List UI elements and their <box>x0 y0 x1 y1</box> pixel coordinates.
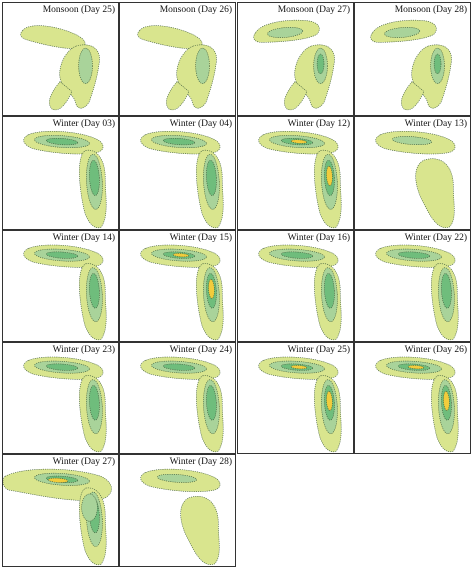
panel-title: Winter (Day 27) <box>52 457 115 467</box>
map-panel: Monsoon (Day 25) <box>2 2 119 116</box>
contour-map <box>23 356 107 453</box>
contour-map <box>140 131 224 229</box>
panel-title: Winter (Day 26) <box>404 345 467 355</box>
outer-contour-lobe <box>180 496 220 565</box>
mid-contour-lobe <box>78 47 93 84</box>
inner-contour-upper <box>162 137 195 146</box>
contour-map <box>137 25 217 111</box>
outer-contour-tail <box>166 81 190 111</box>
core-contour-lobe <box>443 390 450 411</box>
contour-map <box>258 244 342 341</box>
map-panel: Winter (Day 03) <box>2 116 119 230</box>
panel-title: Monsoon (Day 27) <box>277 5 350 15</box>
inner-contour-lobe <box>89 385 100 421</box>
map-panel: Monsoon (Day 26) <box>119 2 236 116</box>
panel-title: Winter (Day 14) <box>52 233 115 243</box>
contour-map <box>258 131 342 229</box>
inner-contour-upper <box>45 363 78 371</box>
core-contour-lobe <box>208 278 215 299</box>
panel-title: Winter (Day 16) <box>287 233 350 243</box>
panel-title: Winter (Day 22) <box>404 233 467 243</box>
outer-contour-upper <box>20 25 86 49</box>
core-contour-upper <box>407 365 425 370</box>
contour-map <box>23 244 107 341</box>
panel-title: Winter (Day 23) <box>52 345 115 355</box>
contour-map <box>20 25 100 111</box>
mid-contour-lobe <box>81 493 98 522</box>
map-panel: Winter (Day 22) <box>354 230 471 342</box>
inner-contour-upper <box>397 251 430 259</box>
inner-contour-upper <box>45 137 78 146</box>
map-panel: Winter (Day 24) <box>119 342 236 454</box>
contour-map <box>375 131 456 228</box>
outer-contour-upper <box>137 25 203 49</box>
map-panel: Winter (Day 04) <box>119 116 236 230</box>
inner-contour-lobe <box>89 273 100 309</box>
contour-map <box>370 19 452 111</box>
core-contour-lobe <box>326 390 333 411</box>
mid-contour-upper <box>384 27 421 38</box>
contour-map <box>3 468 112 566</box>
panel-title: Monsoon (Day 28) <box>394 5 467 15</box>
contour-map <box>375 356 459 453</box>
inner-contour-lobe <box>206 159 217 196</box>
map-panel: Winter (Day 26) <box>354 342 471 454</box>
panel-title: Winter (Day 15) <box>169 233 232 243</box>
map-panel: Winter (Day 23) <box>2 342 119 454</box>
contour-map <box>140 468 221 565</box>
inner-contour-upper <box>45 251 78 259</box>
contour-map <box>140 356 224 453</box>
panel-title: Winter (Day 24) <box>169 345 232 355</box>
panel-title: Winter (Day 03) <box>52 119 115 129</box>
core-contour-upper <box>172 253 190 258</box>
mid-contour-upper <box>157 473 197 483</box>
panel-title: Winter (Day 13) <box>404 119 467 129</box>
map-panel: Winter (Day 25) <box>237 342 354 454</box>
contour-map <box>375 244 459 341</box>
mid-contour-upper <box>267 27 304 38</box>
map-panel: Winter (Day 13) <box>354 116 471 230</box>
panel-title: Monsoon (Day 26) <box>159 5 232 15</box>
outer-contour-tail <box>49 81 73 111</box>
core-contour-upper <box>290 139 308 144</box>
map-panel: Winter (Day 16) <box>237 230 354 342</box>
map-panel: Monsoon (Day 27) <box>237 2 354 116</box>
outer-contour-lobe <box>415 158 455 228</box>
inner-contour-upper <box>162 363 195 371</box>
panel-title: Winter (Day 28) <box>169 457 232 467</box>
mid-contour-upper <box>392 136 432 146</box>
contour-map <box>253 19 335 111</box>
inner-contour-lobe <box>206 385 217 421</box>
inner-contour-lobe <box>441 273 452 309</box>
map-panel: Winter (Day 14) <box>2 230 119 342</box>
map-panel: Winter (Day 27) <box>2 454 119 567</box>
contour-map <box>23 131 107 229</box>
map-panel: Winter (Day 12) <box>237 116 354 230</box>
inner-contour-upper <box>280 251 313 259</box>
map-panel: Winter (Day 28) <box>119 454 236 567</box>
inner-contour-lobe <box>316 53 325 75</box>
core-contour-upper <box>290 365 308 370</box>
panel-title: Monsoon (Day 25) <box>42 5 115 15</box>
outer-contour-tail <box>284 81 308 111</box>
core-contour-lobe <box>326 165 333 187</box>
inner-contour-lobe <box>324 273 335 309</box>
contour-map <box>258 356 342 453</box>
panel-title: Winter (Day 04) <box>169 119 232 129</box>
map-panel: Monsoon (Day 28) <box>354 2 471 116</box>
contour-map <box>140 244 224 341</box>
inner-contour-lobe <box>433 53 442 75</box>
mid-contour-lobe <box>195 47 210 84</box>
core-contour-upper <box>47 477 69 483</box>
panel-title: Winter (Day 12) <box>287 119 350 129</box>
map-panel: Winter (Day 15) <box>119 230 236 342</box>
panel-title: Winter (Day 25) <box>287 345 350 355</box>
inner-contour-lobe <box>89 159 100 196</box>
outer-contour-tail <box>401 81 425 111</box>
